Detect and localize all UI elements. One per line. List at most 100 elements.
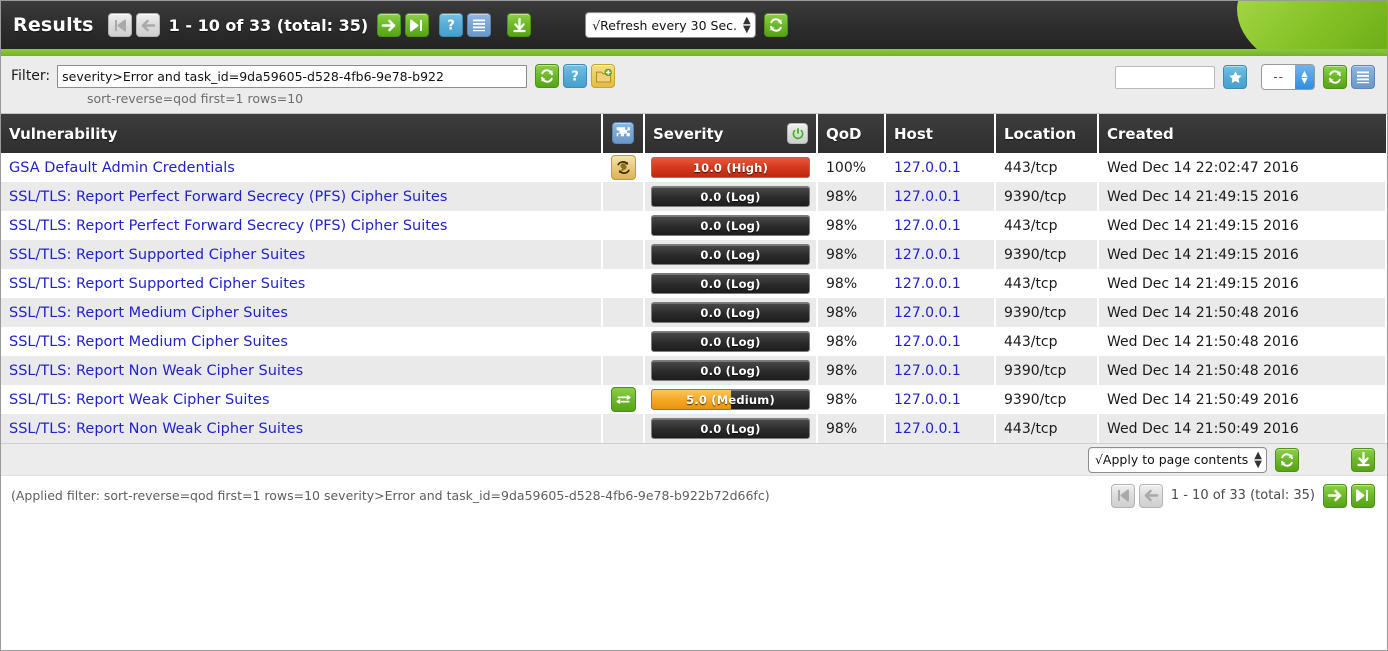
page-title: Results [13,14,94,36]
cell-host: 127.0.0.1 [885,269,996,298]
last-page-icon[interactable] [405,13,430,37]
severity-bar: 0.0 (Log) [651,186,810,207]
cell-qod: 100% [817,153,886,182]
cell-created: Wed Dec 14 21:49:15 2016 [1098,240,1387,269]
vulnerability-link[interactable]: SSL/TLS: Report Medium Cipher Suites [9,304,288,321]
cell-qod: 98% [817,182,886,211]
cell-host: 127.0.0.1 [885,298,996,327]
cell-qod: 98% [817,269,886,298]
cell-host: 127.0.0.1 [885,211,996,240]
host-link[interactable]: 127.0.0.1 [894,217,961,234]
host-link[interactable]: 127.0.0.1 [894,304,961,321]
vulnerability-link[interactable]: SSL/TLS: Report Non Weak Cipher Suites [9,420,304,437]
auto-refresh-select[interactable]: √Refresh every 30 Sec. ▲ ▼ [585,12,756,38]
cell-location: 443/tcp [995,414,1099,443]
cell-created: Wed Dec 14 21:50:48 2016 [1098,356,1387,385]
previous-page-icon[interactable] [135,13,160,37]
host-link[interactable]: 127.0.0.1 [894,275,961,292]
footer-download-icon[interactable] [1351,447,1375,472]
footer-pagination: 1 - 10 of 33 (total: 35) [1109,483,1377,508]
next-page-icon[interactable] [1323,483,1347,508]
column-header-solution-type[interactable] [602,114,645,153]
apply-scope-select[interactable]: √Apply to page contents ▲ ▼ [1087,446,1267,473]
severity-bar: 0.0 (Log) [651,331,810,352]
help-icon[interactable]: ? [439,13,464,37]
filter-update-icon[interactable] [535,64,560,88]
column-label: Location [1004,124,1077,143]
host-link[interactable]: 127.0.0.1 [894,333,961,350]
results-table: Vulnerability Severity QoD [1,114,1387,443]
host-link[interactable]: 127.0.0.1 [894,362,961,379]
last-page-icon[interactable] [1351,483,1375,508]
cell-location: 9390/tcp [995,298,1099,327]
cell-location: 443/tcp [995,153,1099,182]
severity-bar-fill [652,390,731,409]
host-link[interactable]: 127.0.0.1 [894,159,961,176]
vulnerability-link[interactable]: SSL/TLS: Report Perfect Forward Secrecy … [9,217,448,234]
cell-severity: 0.0 (Log) [644,240,818,269]
cell-location: 9390/tcp [995,356,1099,385]
footer-actions-bar: √Apply to page contents ▲ ▼ [1,443,1387,475]
vulnerability-link[interactable]: SSL/TLS: Report Non Weak Cipher Suites [9,362,304,379]
vendor-fix-icon [610,387,636,412]
first-page-icon[interactable] [1110,483,1135,508]
cell-vulnerability: SSL/TLS: Report Weak Cipher Suites [1,385,603,414]
vulnerability-link[interactable]: GSA Default Admin Credentials [9,159,235,176]
host-link[interactable]: 127.0.0.1 [894,246,961,263]
next-page-icon[interactable] [377,13,402,37]
saved-filter-select[interactable]: -- ▲ ▼ [1261,64,1315,90]
puzzle-piece-icon[interactable] [612,122,634,145]
saved-filter-refresh-icon[interactable] [1323,65,1347,89]
select-spinner-icon: ▲ ▼ [1295,65,1314,89]
star-icon[interactable] [1223,65,1248,89]
svg-text:?: ? [571,70,579,85]
apply-scope-value: √Apply to page contents [1094,452,1249,467]
column-header-severity[interactable]: Severity [644,114,818,153]
cell-vulnerability: SSL/TLS: Report Medium Cipher Suites [1,298,603,327]
severity-label: 0.0 (Log) [700,363,761,378]
host-link[interactable]: 127.0.0.1 [894,391,961,408]
apply-refresh-icon[interactable] [1275,447,1299,472]
vulnerability-link[interactable]: SSL/TLS: Report Medium Cipher Suites [9,333,288,350]
filter-name-input[interactable] [1115,65,1216,89]
vulnerability-link[interactable]: SSL/TLS: Report Supported Cipher Suites [9,275,306,292]
column-header-host[interactable]: Host [885,114,996,153]
severity-bar: 0.0 (Log) [651,418,810,439]
host-link[interactable]: 127.0.0.1 [894,420,961,437]
column-header-created[interactable]: Created [1098,114,1386,153]
cell-created: Wed Dec 14 21:50:49 2016 [1098,385,1387,414]
cell-created: Wed Dec 14 21:49:15 2016 [1098,211,1387,240]
filter-help-icon[interactable]: ? [563,64,588,88]
first-page-icon[interactable] [107,13,132,37]
previous-page-icon[interactable] [1138,483,1163,508]
severity-label: 0.0 (Log) [700,247,761,262]
filter-bar: Filter: ? sort-reverse=qod first=1 rows=… [1,56,1387,114]
vulnerability-link[interactable]: SSL/TLS: Report Perfect Forward Secrecy … [9,188,448,205]
refresh-icon[interactable] [763,13,788,37]
auto-refresh-value: √Refresh every 30 Sec. [592,17,738,33]
column-header-qod[interactable]: QoD [817,114,886,153]
new-filter-icon[interactable] [591,64,616,88]
host-link[interactable]: 127.0.0.1 [894,188,961,205]
filter-input[interactable] [57,64,528,88]
saved-filter-list-icon[interactable] [1351,65,1375,89]
table-row: GSA Default Admin Credentials 10.0 (High)… [1,153,1387,182]
sort-severity-icon[interactable] [787,123,808,144]
cell-solution-type [602,240,645,269]
list-icon[interactable] [467,13,492,37]
column-header-location[interactable]: Location [995,114,1099,153]
cell-vulnerability: SSL/TLS: Report Non Weak Cipher Suites [1,356,603,385]
vulnerability-link[interactable]: SSL/TLS: Report Supported Cipher Suites [9,246,306,263]
cell-qod: 98% [817,327,886,356]
table-row: SSL/TLS: Report Medium Cipher Suites 0.0 … [1,298,1387,327]
cell-location: 9390/tcp [995,182,1099,211]
cell-location: 9390/tcp [995,385,1099,414]
cell-vulnerability: SSL/TLS: Report Non Weak Cipher Suites [1,414,603,443]
cell-qod: 98% [817,298,886,327]
column-header-vulnerability[interactable]: Vulnerability [1,114,603,153]
vulnerability-link[interactable]: SSL/TLS: Report Weak Cipher Suites [9,391,270,408]
download-icon[interactable] [507,13,532,37]
table-row: SSL/TLS: Report Weak Cipher Suites 5.0 (M… [1,385,1387,414]
table-row: SSL/TLS: Report Non Weak Cipher Suites 0.… [1,356,1387,385]
filter-sort-info: sort-reverse=qod first=1 rows=10 [87,91,304,106]
